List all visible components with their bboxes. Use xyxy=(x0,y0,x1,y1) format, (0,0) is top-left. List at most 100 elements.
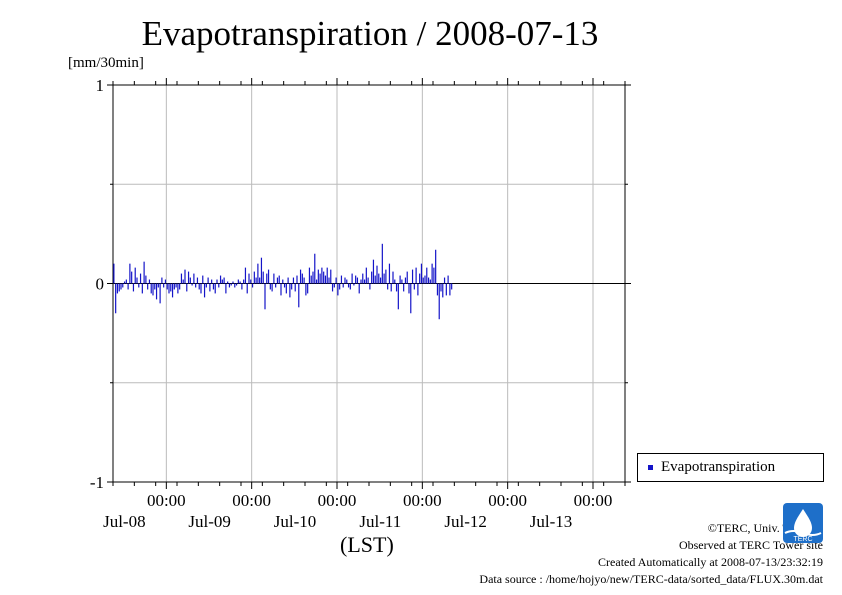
data-bar xyxy=(155,283,158,300)
chart-title: Evapotranspiration / 2008-07-13 xyxy=(141,14,599,53)
data-bar xyxy=(321,267,323,284)
data-bar xyxy=(129,263,131,284)
data-bar xyxy=(305,283,307,296)
data-bar xyxy=(427,277,430,284)
data-bar xyxy=(312,271,314,284)
data-bar xyxy=(349,283,351,290)
data-bar xyxy=(143,261,145,284)
data-bar xyxy=(154,283,156,290)
data-bar xyxy=(186,283,188,292)
data-bar xyxy=(342,283,344,288)
data-bar xyxy=(214,283,216,294)
data-bar xyxy=(435,249,437,284)
data-bar xyxy=(353,283,355,286)
data-bar xyxy=(323,271,325,284)
data-bar xyxy=(315,279,318,284)
data-bar xyxy=(419,273,421,284)
data-bar xyxy=(150,283,152,294)
data-bar xyxy=(422,277,424,284)
data-bar xyxy=(227,281,229,284)
data-bar xyxy=(278,275,280,284)
data-bar xyxy=(193,273,195,284)
data-bar xyxy=(330,269,332,284)
data-bar xyxy=(127,283,129,290)
data-bar xyxy=(173,283,175,290)
data-bar xyxy=(251,283,254,288)
data-bar xyxy=(136,277,138,284)
data-bar xyxy=(164,279,167,284)
data-bar xyxy=(262,271,264,284)
data-bar xyxy=(219,275,222,284)
data-bar xyxy=(381,243,383,284)
data-bar xyxy=(280,283,282,296)
data-bar xyxy=(390,283,392,292)
data-bar xyxy=(182,279,184,284)
data-bar xyxy=(406,271,408,284)
data-bar xyxy=(376,265,378,284)
y-tick-label: 1 xyxy=(96,76,105,95)
legend-swatch xyxy=(648,465,653,470)
data-bar xyxy=(451,283,453,290)
data-bar xyxy=(404,277,407,284)
data-bar xyxy=(122,283,124,288)
x-tick-time-label: 00:00 xyxy=(403,491,442,510)
data-bar xyxy=(241,283,243,290)
data-bar xyxy=(209,283,211,292)
data-bar xyxy=(303,277,305,284)
data-bar xyxy=(221,279,223,284)
data-bar xyxy=(237,279,239,284)
data-bar xyxy=(260,257,263,284)
data-bar xyxy=(339,283,341,290)
data-bar xyxy=(424,275,426,284)
data-bar xyxy=(401,279,403,284)
data-bar xyxy=(283,283,286,288)
data-bar xyxy=(292,277,295,284)
data-bar xyxy=(301,273,303,284)
data-bar xyxy=(116,283,119,294)
data-bar xyxy=(440,283,442,292)
data-bar xyxy=(410,283,412,314)
x-tick-time-label: 00:00 xyxy=(488,491,527,510)
data-bar xyxy=(273,273,275,284)
data-bar xyxy=(203,283,206,298)
x-tick-date-label: Jul-08 xyxy=(103,512,146,531)
data-bar xyxy=(291,283,293,290)
data-bar xyxy=(152,283,154,296)
data-bar xyxy=(326,267,328,284)
data-bar xyxy=(431,263,433,284)
data-bar xyxy=(250,279,252,284)
data-bar xyxy=(113,263,115,284)
data-bar xyxy=(331,283,334,292)
data-bar xyxy=(347,283,350,288)
data-bar xyxy=(378,273,380,284)
x-tick-time-label: 00:00 xyxy=(232,491,271,510)
data-bar xyxy=(131,271,133,284)
data-bar xyxy=(163,283,165,288)
data-bar xyxy=(438,283,440,320)
data-bar xyxy=(141,283,143,294)
data-bar xyxy=(296,275,298,284)
data-bar xyxy=(415,267,417,284)
data-bar xyxy=(253,271,255,284)
data-bar xyxy=(132,283,135,292)
data-bar xyxy=(175,283,177,288)
data-bar xyxy=(335,277,337,284)
data-bar xyxy=(371,271,373,284)
data-bar xyxy=(189,277,191,284)
x-tick-time-label: 00:00 xyxy=(574,491,613,510)
data-bar xyxy=(216,279,218,284)
data-bar xyxy=(420,263,423,284)
data-bar xyxy=(360,279,362,284)
data-bar xyxy=(429,279,431,284)
data-bar xyxy=(276,277,279,284)
data-bar xyxy=(234,283,236,288)
data-bar xyxy=(319,273,321,284)
data-bar xyxy=(383,273,385,284)
data-bar xyxy=(413,283,415,290)
data-bar xyxy=(372,259,375,284)
data-bar xyxy=(388,263,391,284)
data-bar xyxy=(211,279,213,284)
data-bar xyxy=(358,283,360,294)
data-bar xyxy=(340,275,343,284)
